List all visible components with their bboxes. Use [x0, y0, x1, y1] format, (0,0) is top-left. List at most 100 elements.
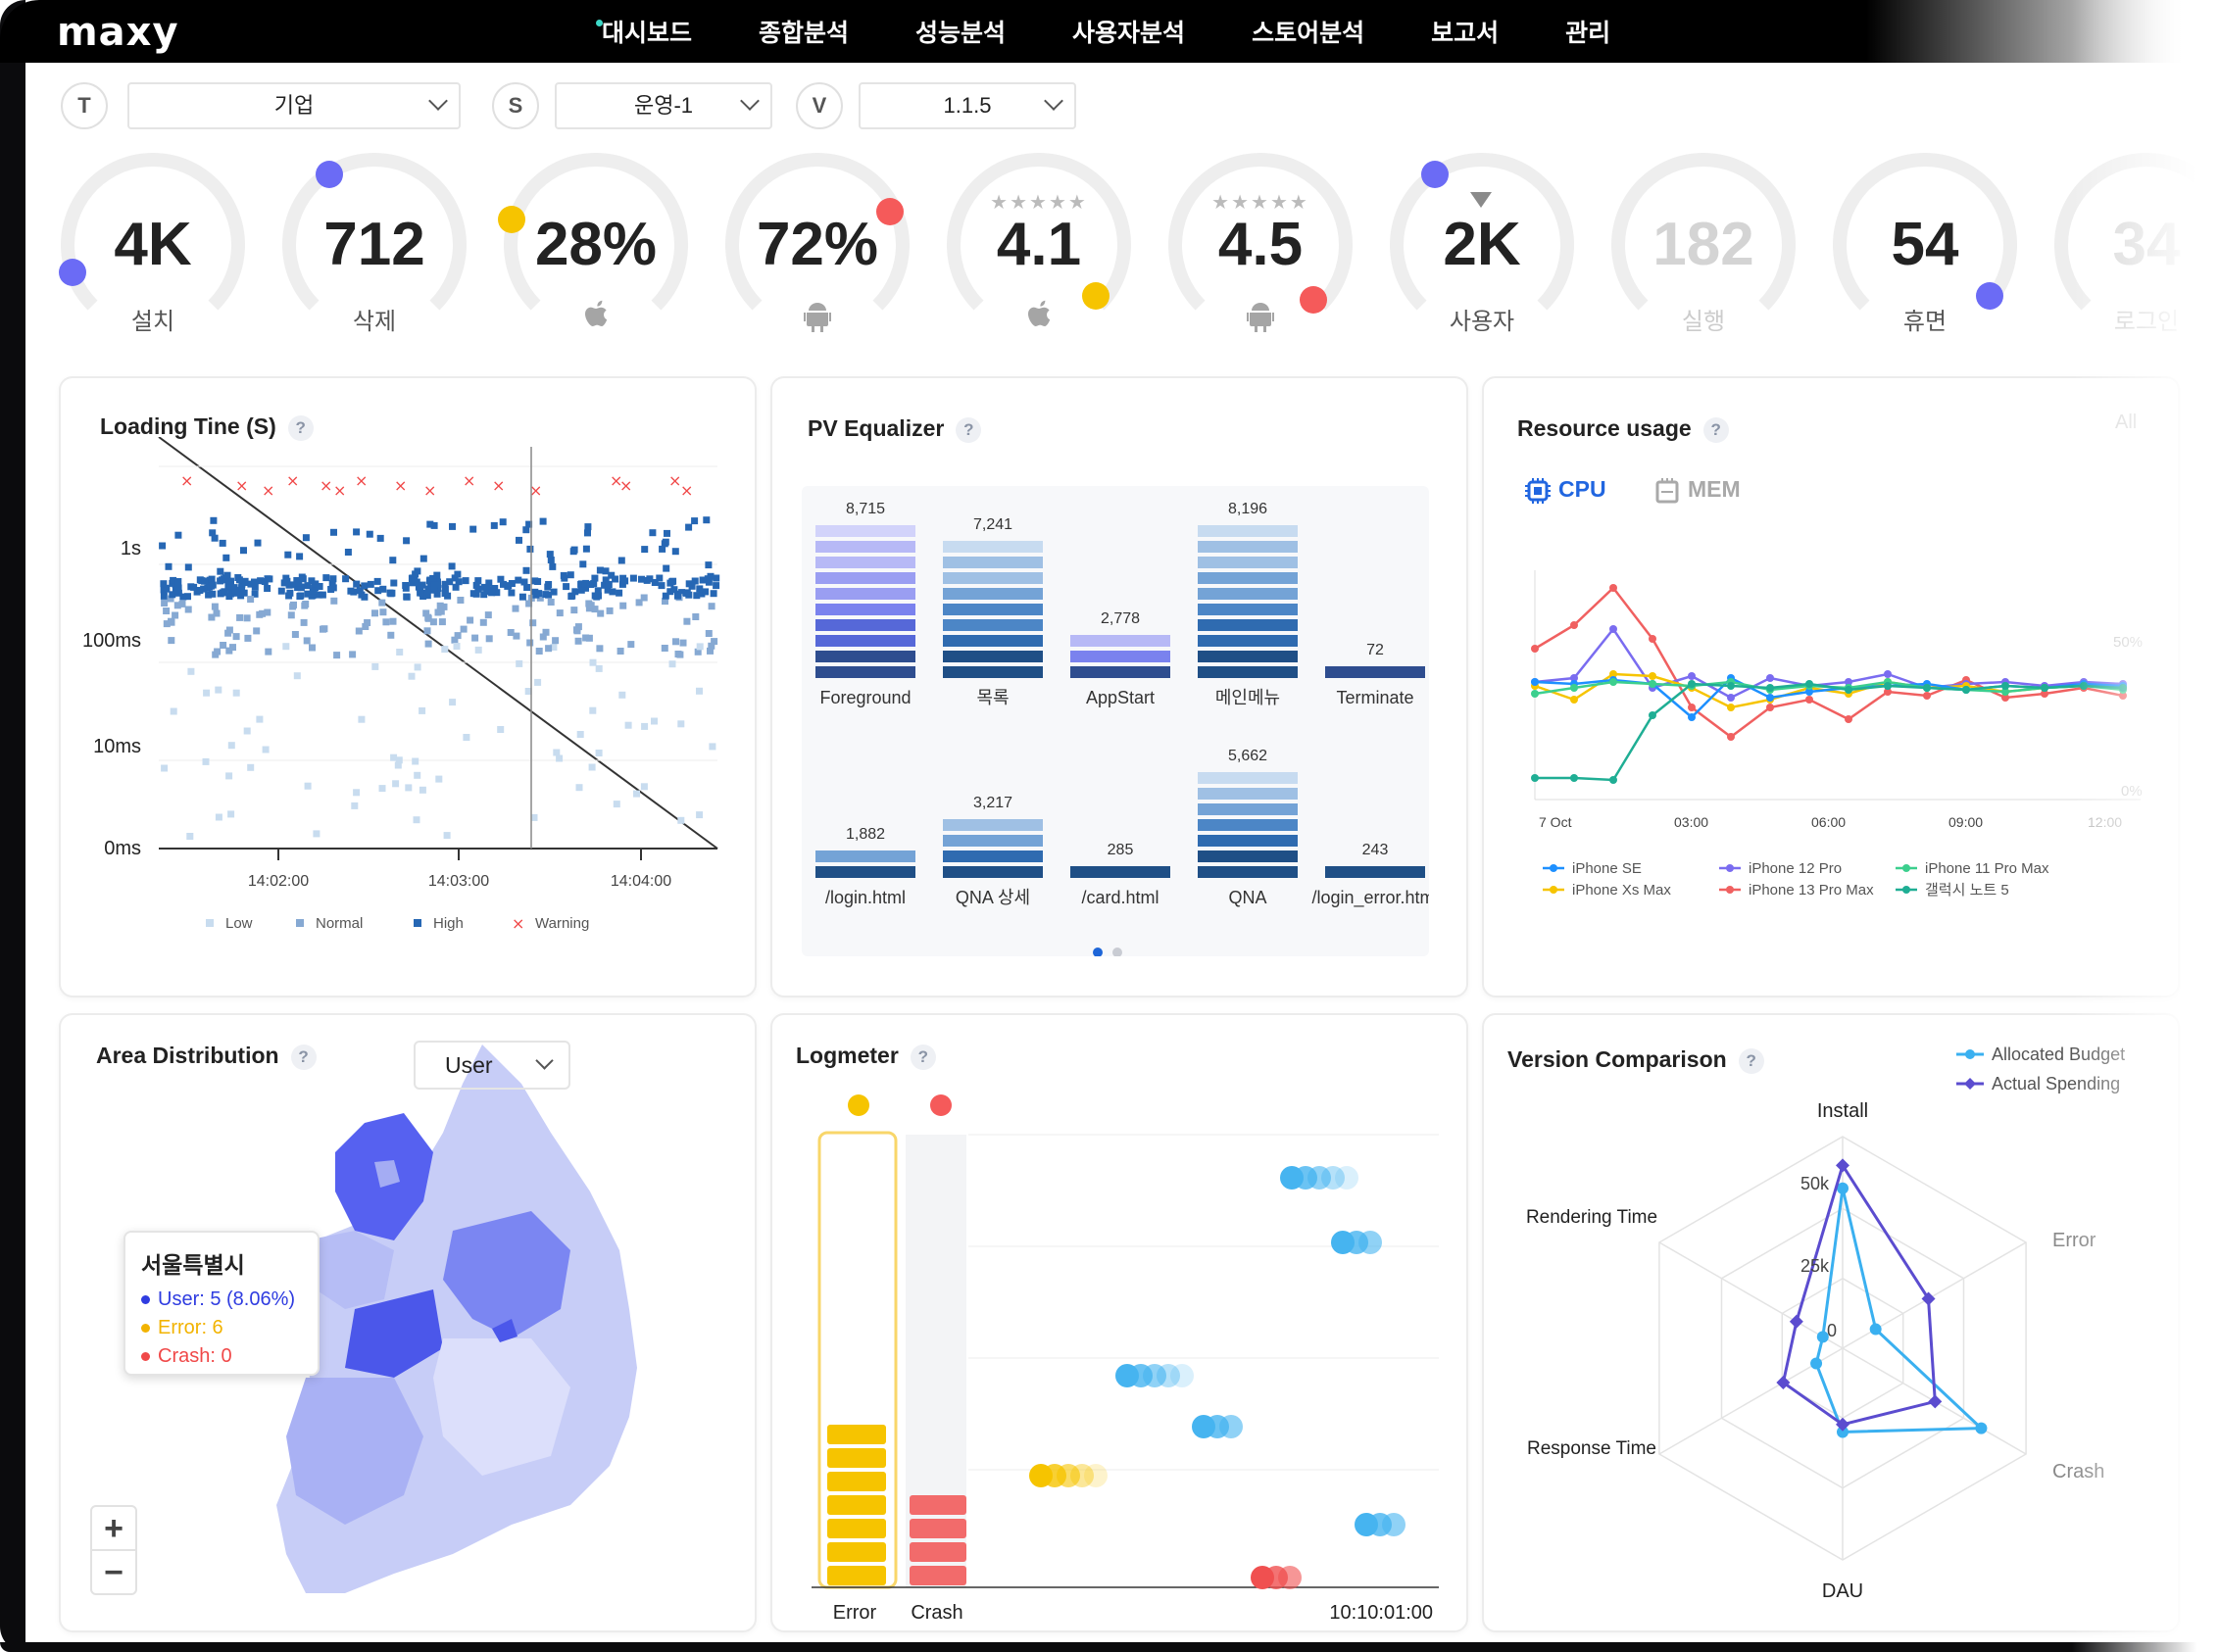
- help-icon[interactable]: ?: [287, 414, 314, 441]
- mem-tab[interactable]: MEM: [1652, 476, 1741, 506]
- pv-bar-segment[interactable]: [815, 604, 915, 615]
- gauge-android-share[interactable]: 72%: [719, 153, 915, 339]
- resource-series-line[interactable]: [1535, 682, 2124, 782]
- pv-bar-segment[interactable]: [1070, 866, 1170, 878]
- pv-bar-segment[interactable]: [1198, 788, 1298, 800]
- map-region-daegu[interactable]: [492, 1319, 518, 1342]
- pv-bar-segment[interactable]: [1198, 604, 1298, 615]
- gauge-install[interactable]: 4K 설치: [55, 153, 251, 339]
- help-icon[interactable]: ?: [956, 416, 982, 443]
- nav-report[interactable]: 보고서: [1431, 20, 1500, 47]
- pv-bar-segment[interactable]: [815, 850, 915, 862]
- pv-bar-segment[interactable]: [1198, 651, 1298, 662]
- log-event-dot[interactable]: [1084, 1464, 1108, 1487]
- help-icon[interactable]: ?: [1738, 1047, 1764, 1074]
- pv-bar-segment[interactable]: [815, 619, 915, 631]
- pv-bar-segment[interactable]: [1198, 835, 1298, 847]
- pv-bar-segment[interactable]: [1070, 635, 1170, 647]
- map-region-seoul[interactable]: [374, 1160, 400, 1188]
- pv-bar-segment[interactable]: [1198, 619, 1298, 631]
- pv-bar-segment[interactable]: [943, 835, 1043, 847]
- log-event-dot[interactable]: [1331, 1231, 1355, 1254]
- pv-bar-segment[interactable]: [1198, 588, 1298, 600]
- gauge-login[interactable]: 34 로그인: [2048, 153, 2219, 339]
- maxy-logo[interactable]: maxy: [57, 10, 179, 55]
- help-icon[interactable]: ?: [910, 1044, 936, 1070]
- gauge-ios-share[interactable]: 28%: [498, 153, 694, 339]
- zoom-in-button[interactable]: +: [92, 1507, 135, 1551]
- pv-bar-segment[interactable]: [1198, 635, 1298, 647]
- pv-bar-segment[interactable]: [1070, 666, 1170, 678]
- zoom-out-button[interactable]: −: [104, 1554, 123, 1591]
- log-event-dot[interactable]: [1192, 1415, 1215, 1438]
- pv-bar-segment[interactable]: [1198, 557, 1298, 568]
- legend-label[interactable]: iPhone 11 Pro Max: [1925, 860, 2049, 877]
- pv-bar-segment[interactable]: [815, 541, 915, 553]
- nav-dashboard[interactable]: 대시보드: [568, 0, 725, 63]
- pv-bar-segment[interactable]: [1198, 803, 1298, 815]
- gauge-android-rating[interactable]: ★★★★★ 4.5: [1162, 153, 1358, 339]
- pv-bar-segment[interactable]: [1198, 772, 1298, 784]
- pv-bar-segment[interactable]: [815, 635, 915, 647]
- legend-label[interactable]: 갤럭시 노트 5: [1925, 882, 2009, 899]
- pv-bar-segment[interactable]: [943, 819, 1043, 831]
- type-filter-select[interactable]: 기업: [127, 82, 461, 129]
- resource-series-line[interactable]: [1534, 586, 2124, 739]
- all-filter-button[interactable]: All: [2115, 412, 2138, 433]
- legend-label[interactable]: iPhone Xs Max: [1572, 882, 1671, 899]
- log-event-dot[interactable]: [1170, 1364, 1194, 1387]
- gauge-users[interactable]: 2K 사용자: [1384, 153, 1580, 339]
- pv-bar-segment[interactable]: [1198, 819, 1298, 831]
- page-indicator-active[interactable]: [1093, 947, 1103, 956]
- map-region-jeonbuk[interactable]: [345, 1289, 443, 1378]
- resource-series-line[interactable]: [1534, 626, 2124, 700]
- pv-bar-segment[interactable]: [1325, 866, 1425, 878]
- pv-bar-segment[interactable]: [943, 588, 1043, 600]
- log-event-dot[interactable]: [1280, 1166, 1304, 1190]
- map-region-jeonnam[interactable]: [286, 1378, 423, 1525]
- legend-label[interactable]: iPhone 12 Pro: [1749, 860, 1842, 877]
- log-event-dot[interactable]: [1355, 1513, 1378, 1536]
- help-icon[interactable]: ?: [290, 1044, 317, 1070]
- pv-bar-segment[interactable]: [815, 557, 915, 568]
- pv-bar-segment[interactable]: [1198, 572, 1298, 584]
- map-region-gyeongnam[interactable]: [433, 1338, 570, 1476]
- pv-bar-segment[interactable]: [1198, 850, 1298, 862]
- log-event-dot[interactable]: [1251, 1566, 1274, 1589]
- pv-bar-segment[interactable]: [1070, 651, 1170, 662]
- nav-admin[interactable]: 관리: [1565, 20, 1611, 47]
- pv-bar-segment[interactable]: [943, 866, 1043, 878]
- pv-bar-segment[interactable]: [815, 651, 915, 662]
- version-filter-select[interactable]: 1.1.5: [859, 82, 1076, 129]
- pv-bar-segment[interactable]: [815, 866, 915, 878]
- pv-bar-segment[interactable]: [943, 572, 1043, 584]
- pv-bar-segment[interactable]: [815, 666, 915, 678]
- nav-overall-analysis[interactable]: 종합분석: [759, 20, 850, 47]
- gauge-ios-rating[interactable]: ★★★★★ 4.1: [941, 153, 1137, 339]
- pv-bar-segment[interactable]: [943, 604, 1043, 615]
- legend-label[interactable]: iPhone SE: [1572, 860, 1642, 877]
- gauge-runs[interactable]: 182 실행: [1605, 153, 1801, 339]
- pv-bar-segment[interactable]: [943, 635, 1043, 647]
- pv-bar-segment[interactable]: [943, 850, 1043, 862]
- pv-bar-segment[interactable]: [943, 651, 1043, 662]
- log-event-dot[interactable]: [1335, 1166, 1358, 1190]
- gauge-delete[interactable]: 712 삭제: [276, 153, 472, 339]
- pv-bar-segment[interactable]: [1198, 866, 1298, 878]
- nav-user-analysis[interactable]: 사용자분석: [1072, 20, 1186, 47]
- legend-label[interactable]: iPhone 13 Pro Max: [1749, 882, 1874, 899]
- pv-bar-segment[interactable]: [815, 525, 915, 537]
- pv-bar-segment[interactable]: [1198, 541, 1298, 553]
- pv-bar-segment[interactable]: [1325, 666, 1425, 678]
- nav-store-analysis[interactable]: 스토어분석: [1252, 20, 1365, 47]
- help-icon[interactable]: ?: [1702, 416, 1729, 443]
- pv-bar-segment[interactable]: [1198, 525, 1298, 537]
- pv-bar-segment[interactable]: [1198, 666, 1298, 678]
- pv-bar-segment[interactable]: [943, 619, 1043, 631]
- log-event-dot[interactable]: [1029, 1464, 1053, 1487]
- gauge-dormant[interactable]: 54 휴면: [1827, 153, 2023, 339]
- map-region-gyeongbuk[interactable]: [443, 1211, 570, 1338]
- pv-bar-segment[interactable]: [815, 572, 915, 584]
- server-filter-select[interactable]: 운영-1: [555, 82, 772, 129]
- pv-bar-segment[interactable]: [943, 557, 1043, 568]
